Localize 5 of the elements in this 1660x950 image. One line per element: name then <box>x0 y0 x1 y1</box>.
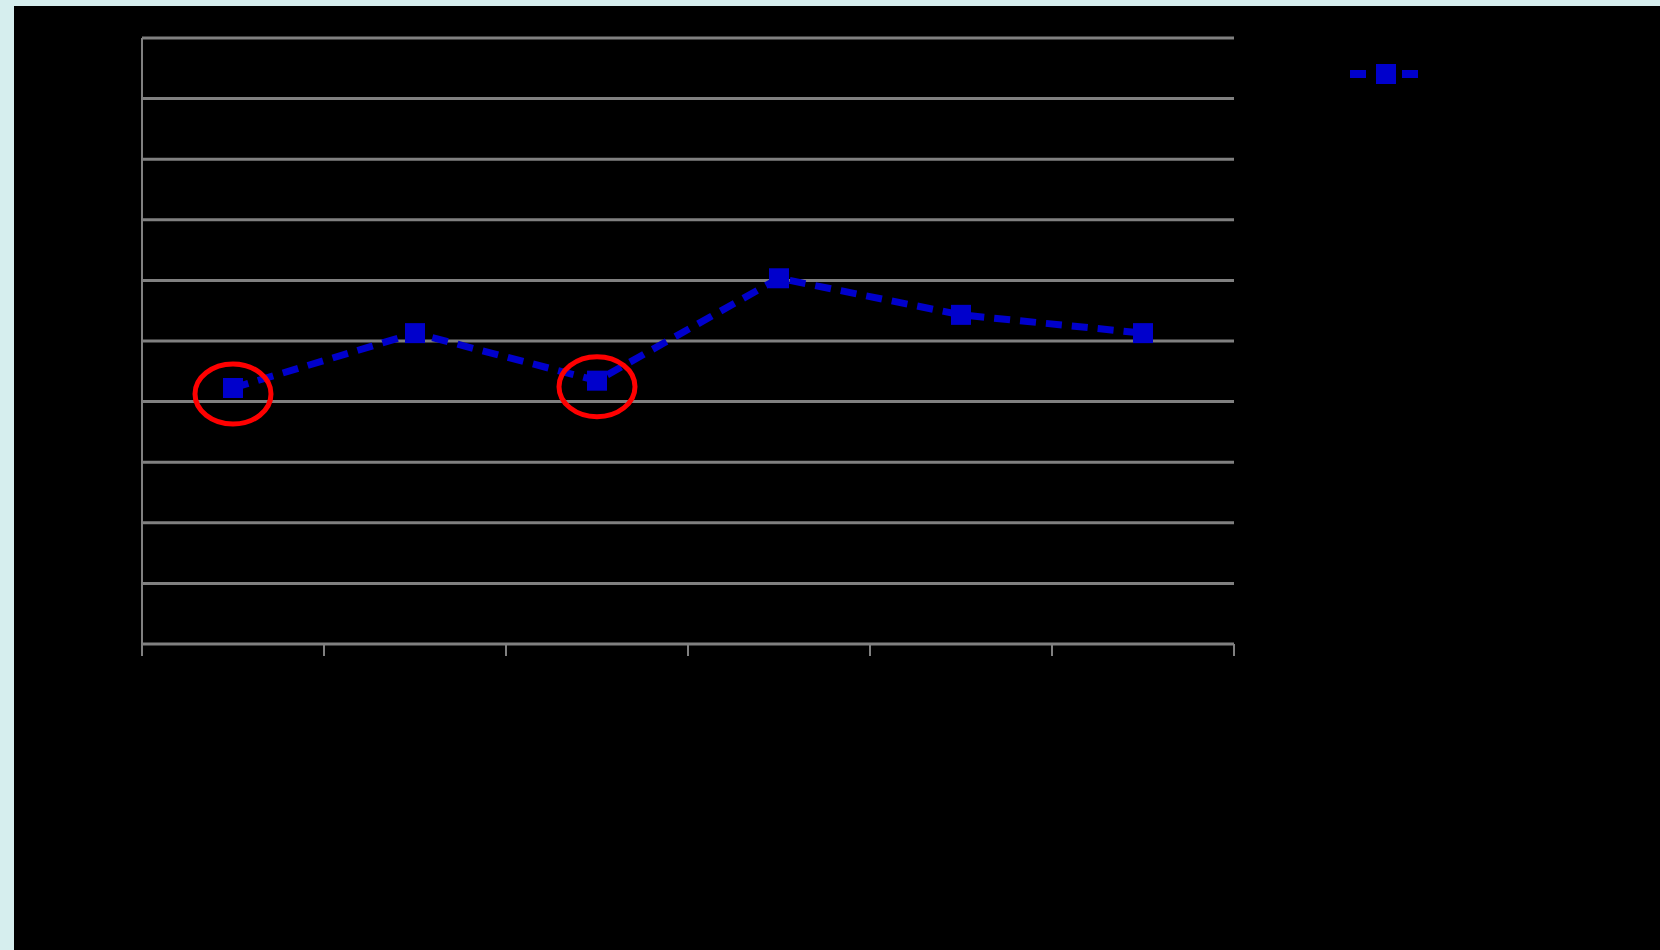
point <box>951 304 971 325</box>
point <box>769 268 789 289</box>
point <box>1133 323 1153 344</box>
point <box>405 323 425 344</box>
point <box>223 378 243 398</box>
